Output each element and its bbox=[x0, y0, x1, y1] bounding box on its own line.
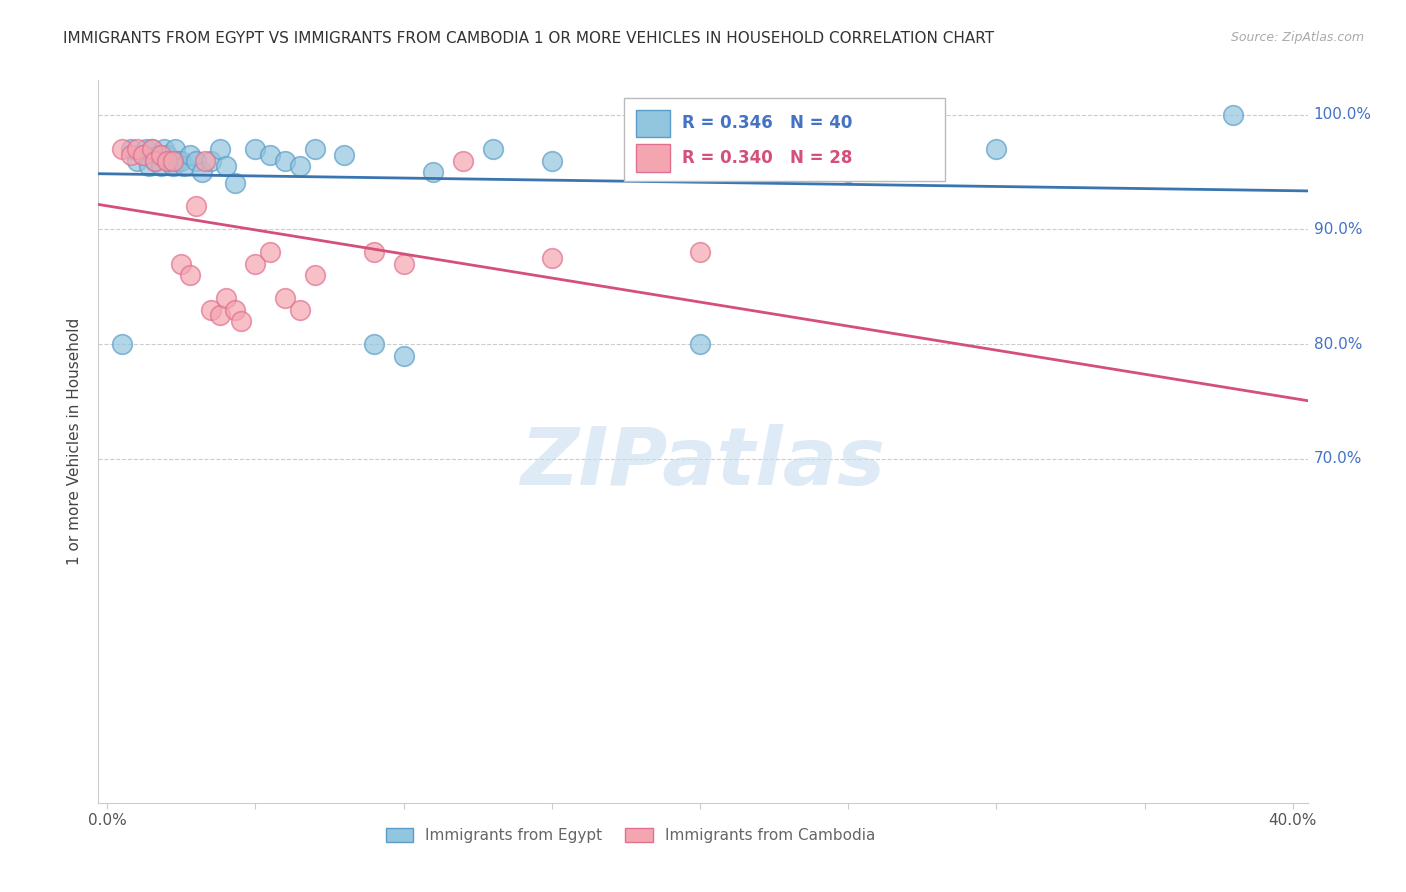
Point bbox=[155, 153, 177, 168]
Point bbox=[186, 153, 208, 168]
Point bbox=[125, 153, 148, 168]
Point bbox=[259, 245, 281, 260]
Point bbox=[132, 148, 155, 162]
Text: 70.0%: 70.0% bbox=[1313, 451, 1362, 467]
Point bbox=[333, 148, 356, 162]
Text: 100.0%: 100.0% bbox=[1313, 107, 1372, 122]
Point bbox=[392, 257, 415, 271]
Point bbox=[165, 142, 187, 156]
Point bbox=[170, 257, 193, 271]
Point bbox=[167, 153, 190, 168]
Point bbox=[986, 142, 1008, 156]
Legend: Immigrants from Egypt, Immigrants from Cambodia: Immigrants from Egypt, Immigrants from C… bbox=[380, 822, 882, 849]
Point bbox=[135, 142, 157, 156]
Point bbox=[288, 302, 311, 317]
Point bbox=[111, 142, 134, 156]
Point bbox=[304, 268, 326, 283]
Point bbox=[245, 142, 267, 156]
Point bbox=[141, 142, 163, 156]
Point bbox=[363, 245, 385, 260]
Point bbox=[179, 268, 201, 283]
Point bbox=[162, 159, 184, 173]
Point bbox=[224, 302, 246, 317]
Point bbox=[363, 337, 385, 351]
Point bbox=[689, 245, 711, 260]
Point bbox=[208, 309, 231, 323]
Point bbox=[149, 159, 172, 173]
Text: ZIPatlas: ZIPatlas bbox=[520, 425, 886, 502]
Point bbox=[170, 153, 193, 168]
Point bbox=[179, 148, 201, 162]
Point bbox=[146, 148, 169, 162]
Point bbox=[200, 302, 222, 317]
Point bbox=[125, 142, 148, 156]
Point bbox=[540, 251, 562, 265]
Point bbox=[152, 142, 174, 156]
Text: R = 0.346   N = 40: R = 0.346 N = 40 bbox=[682, 114, 853, 132]
Point bbox=[155, 148, 177, 162]
Point bbox=[288, 159, 311, 173]
FancyBboxPatch shape bbox=[637, 110, 671, 137]
Point bbox=[208, 142, 231, 156]
Point bbox=[159, 153, 181, 168]
Text: Source: ZipAtlas.com: Source: ZipAtlas.com bbox=[1230, 31, 1364, 45]
Point bbox=[689, 337, 711, 351]
Point bbox=[120, 142, 142, 156]
Point bbox=[111, 337, 134, 351]
Point bbox=[215, 159, 238, 173]
Point bbox=[143, 153, 166, 168]
Point bbox=[186, 199, 208, 213]
Y-axis label: 1 or more Vehicles in Household: 1 or more Vehicles in Household bbox=[67, 318, 83, 566]
Point bbox=[194, 153, 217, 168]
FancyBboxPatch shape bbox=[637, 145, 671, 172]
Point bbox=[143, 153, 166, 168]
Text: R = 0.340   N = 28: R = 0.340 N = 28 bbox=[682, 149, 853, 167]
Point bbox=[224, 177, 246, 191]
Point bbox=[422, 165, 444, 179]
Point bbox=[132, 148, 155, 162]
Point bbox=[191, 165, 214, 179]
Point bbox=[1222, 108, 1244, 122]
Point bbox=[173, 159, 195, 173]
Text: IMMIGRANTS FROM EGYPT VS IMMIGRANTS FROM CAMBODIA 1 OR MORE VEHICLES IN HOUSEHOL: IMMIGRANTS FROM EGYPT VS IMMIGRANTS FROM… bbox=[63, 31, 994, 46]
Point bbox=[245, 257, 267, 271]
Point bbox=[274, 153, 297, 168]
Point bbox=[274, 291, 297, 305]
Point bbox=[540, 153, 562, 168]
Point bbox=[304, 142, 326, 156]
Point bbox=[215, 291, 238, 305]
Point bbox=[837, 165, 859, 179]
Point bbox=[138, 159, 160, 173]
Point bbox=[392, 349, 415, 363]
Point bbox=[141, 142, 163, 156]
Point bbox=[451, 153, 474, 168]
Text: 80.0%: 80.0% bbox=[1313, 336, 1362, 351]
Point bbox=[481, 142, 503, 156]
Point bbox=[200, 153, 222, 168]
Point bbox=[149, 148, 172, 162]
Point bbox=[259, 148, 281, 162]
Text: 90.0%: 90.0% bbox=[1313, 222, 1362, 237]
FancyBboxPatch shape bbox=[624, 98, 945, 181]
Point bbox=[120, 148, 142, 162]
Point bbox=[162, 153, 184, 168]
Point bbox=[229, 314, 252, 328]
